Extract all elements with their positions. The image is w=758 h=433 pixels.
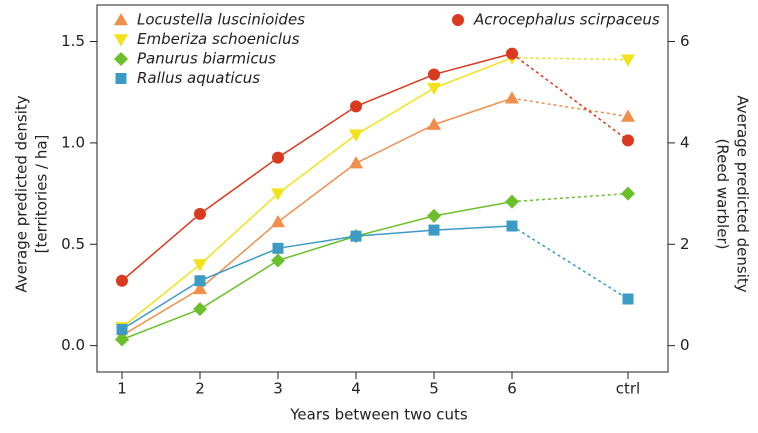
x-tick-label: ctrl [616,380,640,398]
x-axis-label: Years between two cuts [289,406,468,424]
marker [349,156,363,169]
plot-frame [96,4,669,373]
x-tick-label: 3 [273,380,283,398]
marker [114,13,128,26]
marker [452,14,464,26]
marker [116,323,128,335]
marker [115,332,129,347]
series-line-dashed [511,225,629,300]
marker [349,129,363,142]
x-tick-label: 5 [429,380,439,398]
marker [506,220,518,232]
series-line-dashed [511,97,629,118]
series-line-dashed [511,53,629,141]
series-line-dashed [511,192,629,203]
marker [622,293,634,305]
legend-label: Locustella luscinioides [137,11,305,29]
marker [272,151,284,164]
y-tick-label: 0.0 [61,336,85,354]
y2-tick-label: 4 [680,133,690,151]
series-line [121,225,513,331]
y-axis-label: [territories / ha] [33,135,51,254]
x-tick-label: 2 [195,380,205,398]
marker [115,73,127,84]
marker [114,34,128,47]
y2-tick-label: 6 [680,32,690,50]
series-line-dashed [511,56,629,61]
marker [271,214,285,228]
x-tick-label: 4 [351,380,361,398]
y2-axis-label: (Reed warbler) [714,139,732,250]
marker [194,207,206,220]
y-tick-label: 1.5 [61,32,85,50]
legend-label: Panurus biarmicus [137,50,276,68]
legend-label: Acrocephalus scirpaceus [473,11,660,29]
marker [114,52,128,66]
marker [427,82,441,96]
marker [505,91,519,104]
marker [193,281,207,295]
y-tick-label: 1.0 [61,133,85,151]
x-tick-label: 6 [507,380,517,398]
marker [505,194,519,209]
marker [621,109,635,122]
legend-label: Rallus aquaticus [137,69,260,87]
series-line [121,97,513,337]
marker [193,259,207,272]
marker [506,47,518,60]
marker [427,117,441,130]
marker [193,302,207,317]
marker [622,134,634,147]
marker [271,188,285,201]
y-tick-label: 0.5 [61,235,85,253]
marker [350,100,362,113]
marker [428,224,440,236]
y2-tick-label: 2 [680,235,690,253]
marker [621,54,635,67]
marker [272,242,284,254]
marker [116,274,128,287]
marker [621,186,635,201]
marker [271,253,285,268]
marker [350,230,362,242]
marker [194,275,206,287]
series-line [121,200,513,341]
legend-label: Emberiza schoeniclus [137,30,300,48]
y-axis-label: Average predicted density [13,95,31,292]
series-line [121,52,513,282]
marker [427,208,441,223]
marker [428,68,440,81]
y2-tick-label: 0 [680,336,690,354]
y2-axis-label: Average predicted density [734,95,752,292]
x-tick-label: 1 [117,380,127,398]
series-line [121,57,513,328]
